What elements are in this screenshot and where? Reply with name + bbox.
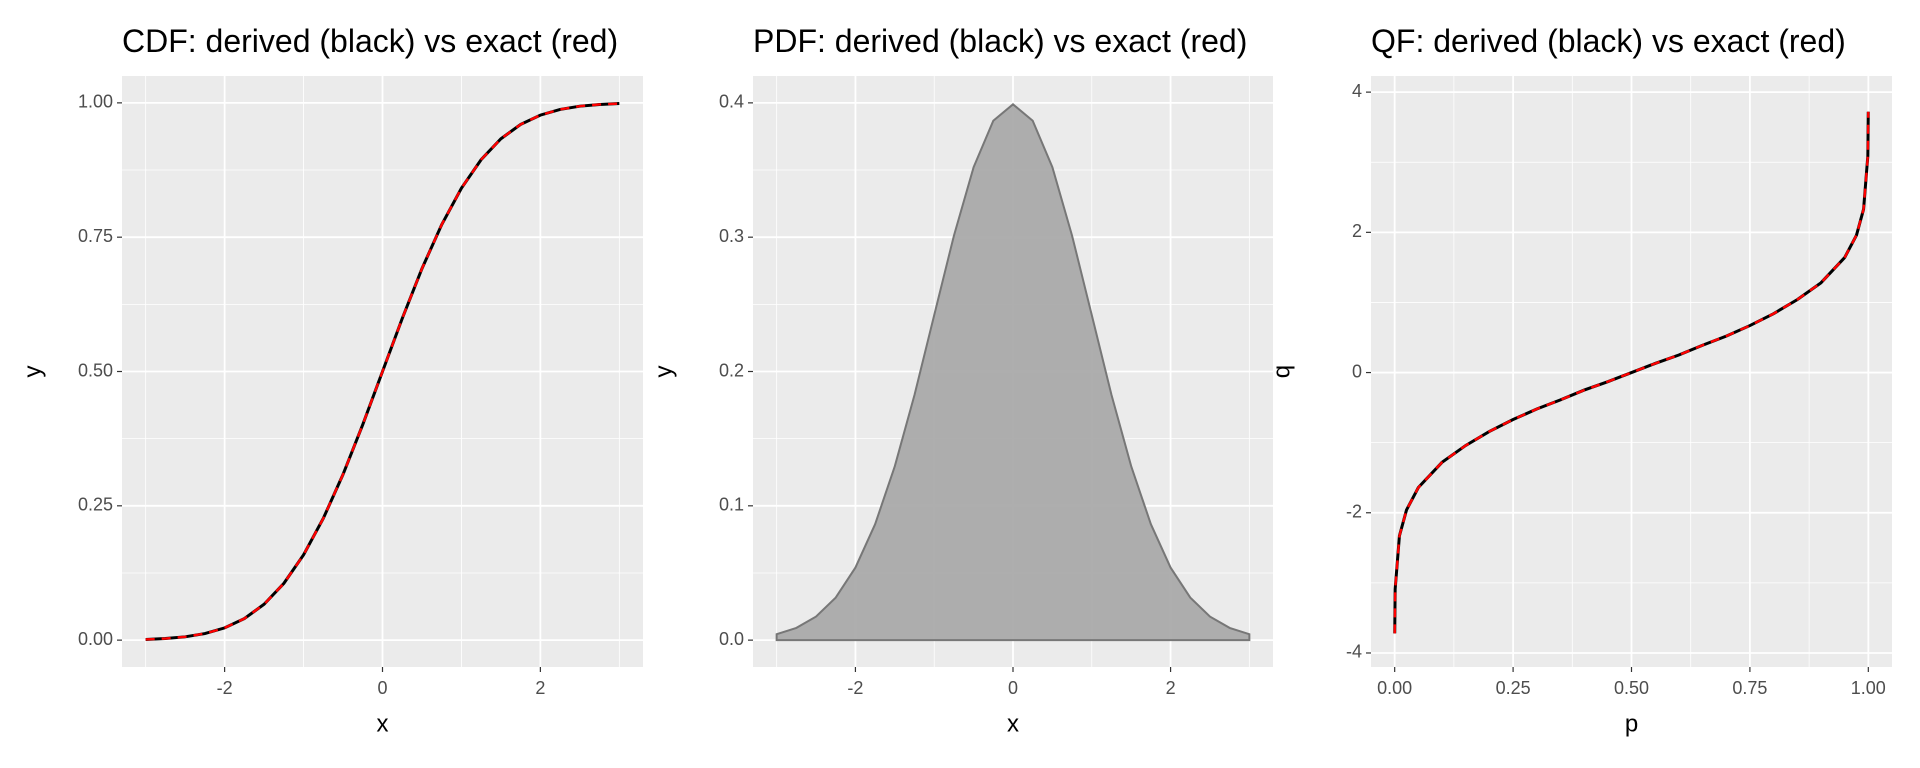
x-tick-label: 0.75 xyxy=(1732,678,1767,698)
y-tick-label: 0.4 xyxy=(719,92,744,112)
chart-title: PDF: derived (black) vs exact (red) xyxy=(753,23,1247,59)
x-tick-label: 0.00 xyxy=(1377,678,1412,698)
x-tick-label: 0.25 xyxy=(1496,678,1531,698)
chart-title: QF: derived (black) vs exact (red) xyxy=(1371,23,1846,59)
x-tick-label: 0 xyxy=(1008,678,1018,698)
x-axis-label: x xyxy=(1007,710,1019,737)
y-tick-label: 0.25 xyxy=(78,495,113,515)
y-tick-label: 0.0 xyxy=(719,629,744,649)
x-axis-label: x xyxy=(377,710,389,737)
y-tick-label: 4 xyxy=(1352,81,1362,101)
panel: CDF: derived (black) vs exact (red) x y -2 0… xyxy=(19,23,643,737)
x-tick-label: 0 xyxy=(377,678,387,698)
x-tick-label: 0.50 xyxy=(1614,678,1649,698)
y-tick-label: 0.75 xyxy=(78,226,113,246)
y-tick-label: 0.1 xyxy=(719,495,744,515)
panel: PDF: derived (black) vs exact (red) x y -2 0… xyxy=(650,23,1273,737)
x-tick-label: -2 xyxy=(217,678,233,698)
x-tick-label: 2 xyxy=(1166,678,1176,698)
x-tick-label: 2 xyxy=(535,678,545,698)
series-line xyxy=(145,102,620,641)
y-tick-label: 1.00 xyxy=(78,92,113,112)
y-tick-label: 2 xyxy=(1352,221,1362,241)
y-tick-label: 0.00 xyxy=(78,629,113,649)
y-tick-label: 0.50 xyxy=(78,360,113,380)
x-tick-label: -2 xyxy=(847,678,863,698)
area xyxy=(775,103,1251,642)
chart-title: CDF: derived (black) vs exact (red) xyxy=(122,23,618,59)
y-tick-label: 0 xyxy=(1352,361,1362,381)
y-axis-label: y xyxy=(650,366,677,378)
x-axis-label: p xyxy=(1625,710,1638,737)
y-axis-label: y xyxy=(19,366,46,378)
panel: QF: derived (black) vs exact (red) p q 0.00… xyxy=(1268,23,1892,737)
y-axis-label: q xyxy=(1268,365,1295,378)
y-tick-label: 0.2 xyxy=(719,360,744,380)
y-tick-label: -2 xyxy=(1346,502,1362,522)
y-tick-label: -4 xyxy=(1346,642,1362,662)
x-tick-label: 1.00 xyxy=(1851,678,1886,698)
series-line xyxy=(1393,111,1870,634)
y-tick-label: 0.3 xyxy=(719,226,744,246)
